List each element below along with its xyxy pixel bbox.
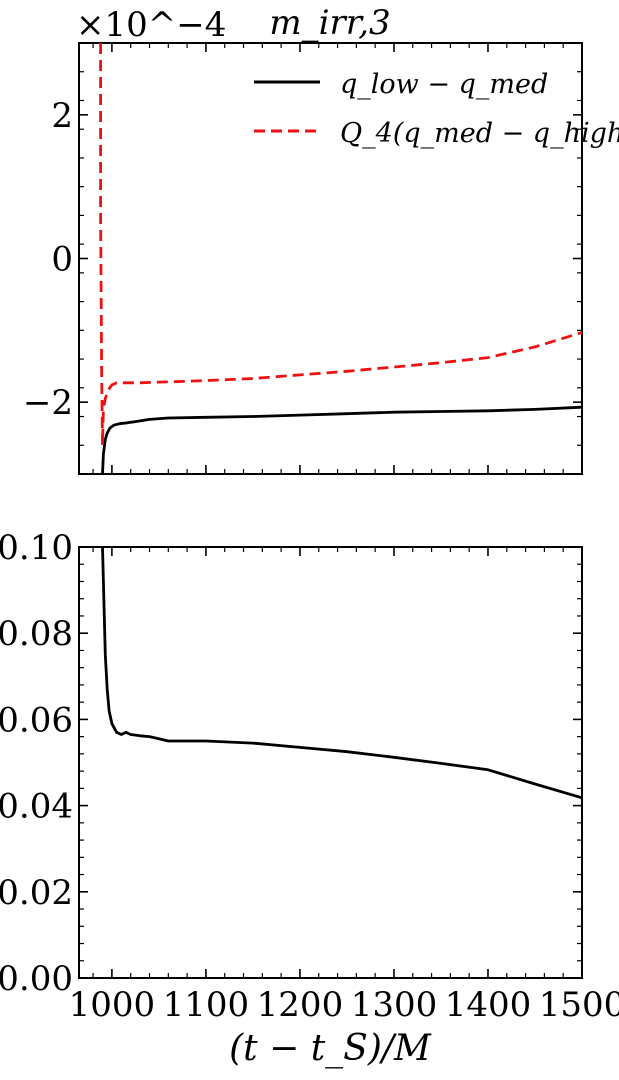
bottom-plot-frame — [78, 546, 583, 979]
x-axis-label: (t − t_S)/M — [229, 1028, 432, 1069]
bottom-y-tick-label-1: 0.02 — [0, 873, 73, 913]
legend: q_low − q_med Q_4(q_med − q_high) — [254, 69, 619, 149]
bottom-ticks: 1000 1100 1200 1300 1400 1500 0.00 0.02 0.04 0.06… — [0, 528, 619, 1025]
top-y-tick-label-0: 2 — [51, 96, 73, 136]
x-tick-label-3: 1300 — [351, 985, 438, 1025]
bottom-y-tick-label-2: 0.04 — [0, 787, 73, 827]
top-y-multiplier: ×10^−4 — [76, 5, 226, 45]
top-chart-title: m_irr,3 — [269, 3, 390, 43]
top-series-line-0 — [101, 405, 583, 475]
top-y-tick-label-2: −2 — [23, 383, 73, 423]
x-tick-label-4: 1400 — [445, 985, 532, 1025]
legend-label-2: Q_4(q_med − q_high) — [340, 118, 619, 149]
bottom-y-tick-label-4: 0.08 — [0, 614, 73, 654]
legend-label-1: q_low − q_med — [340, 69, 548, 100]
bottom-series — [101, 546, 583, 800]
x-tick-label-5: 1500 — [539, 985, 619, 1025]
top-series — [99, 43, 583, 475]
x-tick-label-0: 1000 — [69, 985, 156, 1025]
top-panel: 2 0 −2 ×10^−4 m_irr,3 q_low − q_med Q_4(q_… — [23, 3, 619, 475]
x-tick-label-2: 1200 — [257, 985, 344, 1025]
bottom-y-tick-label-0: 0.00 — [0, 959, 73, 999]
bottom-panel: 1000 1100 1200 1300 1400 1500 0.00 0.02 0.04 0.06… — [0, 528, 619, 1069]
top-y-tick-label-1: 0 — [51, 240, 73, 280]
bottom-y-tick-label-3: 0.06 — [0, 700, 73, 740]
top-series-line-1 — [99, 43, 583, 447]
bottom-series-line-0 — [101, 546, 583, 800]
bottom-y-tick-label-5: 0.10 — [0, 528, 73, 568]
x-tick-label-1: 1100 — [163, 985, 250, 1025]
top-ticks: 2 0 −2 — [23, 42, 583, 475]
